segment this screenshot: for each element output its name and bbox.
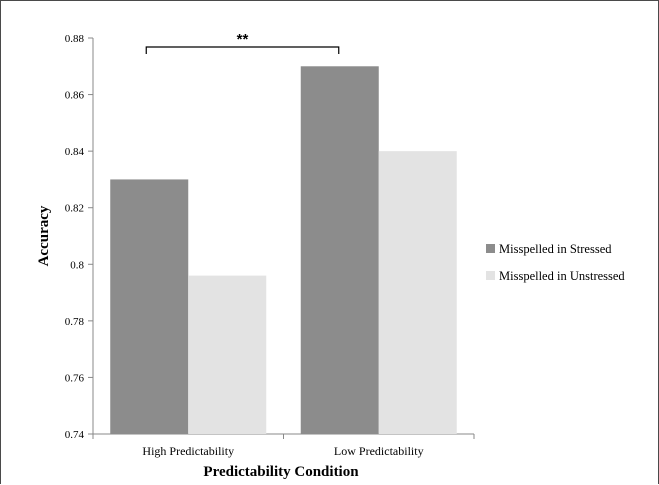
x-tick-label: Low Predictability [334,444,424,458]
bar [188,275,267,434]
legend-label: Misspelled in Unstressed [499,269,625,283]
y-tick-label: 0.88 [65,33,85,45]
y-tick-label: 0.76 [65,372,85,384]
y-tick-label: 0.74 [65,429,85,441]
x-tick-label: High Predictability [142,444,234,458]
bar [110,179,189,434]
legend-label: Misspelled in Stressed [499,242,612,256]
bar [300,66,379,435]
legend-swatch [486,271,495,280]
y-tick-label: 0.86 [65,90,85,102]
significance-annotation: ** [145,31,340,54]
bar [378,151,457,434]
significance-bracket [145,46,340,54]
legend-swatch [486,244,495,253]
y-axis-title: Accuracy [36,205,52,266]
y-tick-label: 0.8 [70,259,84,271]
significance-label: ** [237,31,249,48]
y-axis: 0.74 0.76 0.78 0.8 0.82 0.84 0.86 0.88 [65,33,94,441]
x-axis: High Predictability Low Predictability [92,433,475,458]
y-tick-label: 0.84 [65,146,85,158]
y-tick-label: 0.82 [65,203,84,215]
x-axis-title: Predictability Condition [203,464,359,480]
legend: Misspelled in Stressed Misspelled in Unst… [486,242,625,283]
y-tick-label: 0.78 [65,316,85,328]
bars-group [110,66,457,435]
